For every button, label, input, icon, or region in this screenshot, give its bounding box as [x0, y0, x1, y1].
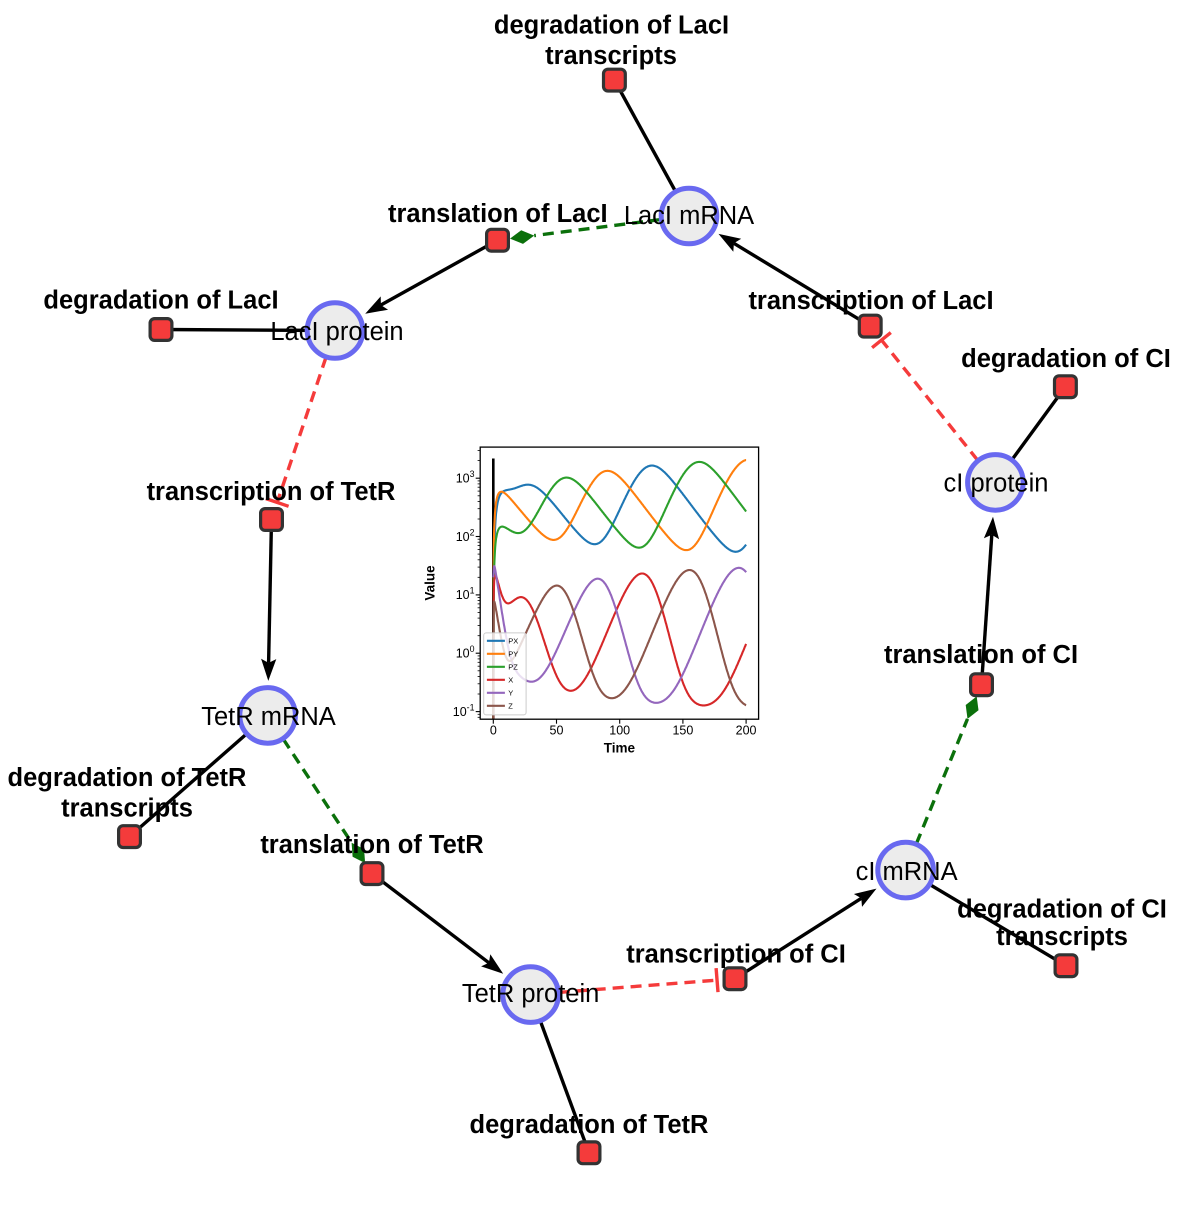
svg-text:PX: PX — [508, 636, 518, 645]
svg-text:Value: Value — [423, 565, 438, 601]
svg-text:translation of TetR: translation of TetR — [260, 831, 483, 859]
svg-text:LacI protein: LacI protein — [270, 318, 403, 346]
svg-text:transcription of TetR: transcription of TetR — [147, 478, 396, 506]
svg-text:translation of LacI: translation of LacI — [388, 200, 608, 228]
svg-text:degradation of LacI: degradation of LacI — [43, 287, 278, 315]
svg-text:degradation of CI: degradation of CI — [957, 896, 1167, 924]
svg-text:degradation of LacI: degradation of LacI — [494, 12, 729, 40]
svg-text:transcripts: transcripts — [996, 923, 1128, 951]
svg-text:PY: PY — [508, 649, 518, 658]
svg-text:degradation of CI: degradation of CI — [961, 345, 1171, 373]
svg-text:degradation of TetR: degradation of TetR — [8, 764, 247, 792]
svg-text:cI protein: cI protein — [944, 470, 1049, 498]
svg-text:translation of CI: translation of CI — [884, 641, 1078, 669]
svg-text:Y: Y — [508, 688, 513, 697]
svg-text:transcription of CI: transcription of CI — [626, 940, 846, 968]
svg-text:degradation of TetR: degradation of TetR — [470, 1111, 709, 1139]
svg-text:200: 200 — [736, 724, 757, 738]
svg-text:Time: Time — [604, 741, 636, 756]
svg-text:LacI mRNA: LacI mRNA — [624, 202, 754, 230]
svg-text:0: 0 — [490, 724, 497, 738]
svg-text:X: X — [508, 675, 513, 684]
svg-text:TetR mRNA: TetR mRNA — [201, 703, 336, 731]
svg-text:Z: Z — [508, 701, 513, 710]
svg-text:PZ: PZ — [508, 662, 518, 671]
svg-text:TetR protein: TetR protein — [462, 980, 600, 1008]
svg-text:transcripts: transcripts — [61, 795, 193, 823]
svg-text:transcripts: transcripts — [545, 42, 677, 70]
svg-text:150: 150 — [672, 724, 693, 738]
svg-text:cI mRNA: cI mRNA — [856, 858, 958, 886]
svg-text:50: 50 — [550, 724, 564, 738]
svg-text:100: 100 — [609, 724, 630, 738]
svg-text:transcription of LacI: transcription of LacI — [748, 287, 993, 315]
